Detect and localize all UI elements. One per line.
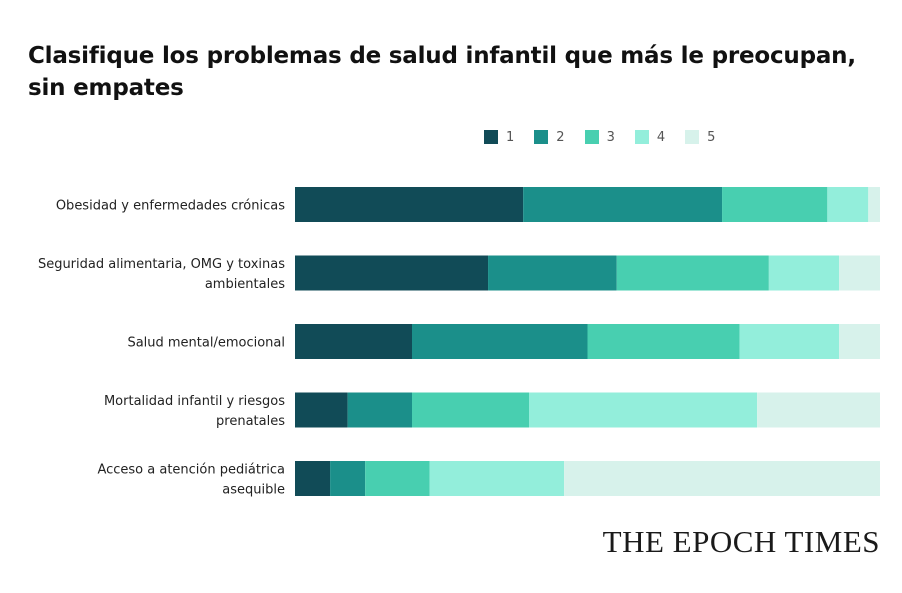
- bar-segment-3-rank-5: [839, 324, 880, 359]
- chart-title: Clasifique los problemas de salud infant…: [28, 43, 856, 101]
- bar-segment-1-rank-5: [868, 187, 880, 222]
- legend-item-5: 5: [685, 130, 715, 145]
- bar-segment-4-rank-5: [757, 392, 880, 428]
- bar-segment-5-rank-1: [295, 461, 331, 496]
- bar-segment-2-rank-1: [295, 255, 489, 291]
- bar-segment-3-rank-4: [739, 324, 840, 359]
- bar-segment-1-rank-4: [827, 187, 869, 222]
- legend-swatch-5: [685, 130, 700, 144]
- legend-swatch-1: [484, 130, 498, 144]
- bar-segment-5-rank-2: [330, 461, 366, 496]
- bar-segment-4-rank-3: [412, 392, 529, 428]
- bar-segment-2-rank-3: [616, 255, 769, 291]
- category-label: Salud mental/emocional: [127, 336, 285, 351]
- bar-segment-3-rank-2: [412, 324, 588, 359]
- category-label: Mortalidad infantil y riesgos prenatales: [104, 394, 285, 429]
- bar-segment-4-rank-4: [529, 392, 758, 428]
- bar-segment-4-rank-2: [347, 392, 412, 428]
- brand-logo: THE EPOCH TIMES: [602, 524, 880, 559]
- legend-item-2: 2: [534, 129, 565, 145]
- bar-segment-5-rank-3: [365, 461, 430, 496]
- legend-label-4: 4: [656, 129, 666, 145]
- bar-segment-5-rank-4: [429, 461, 565, 496]
- legend-label-3: 3: [606, 129, 615, 145]
- legend-label-2: 2: [556, 129, 565, 145]
- bar-segment-2-rank-5: [839, 255, 880, 291]
- legend-label-1: 1: [506, 129, 515, 145]
- bar-segment-2-rank-4: [768, 255, 840, 291]
- category-label: Seguridad alimentaria, OMG y toxinas ambi…: [38, 257, 285, 292]
- bar-segment-3-rank-1: [295, 324, 412, 359]
- legend-label-5: 5: [707, 129, 716, 145]
- legend-item-4: 4: [634, 129, 666, 145]
- bar-segment-1-rank-1: [295, 187, 524, 222]
- legend-swatch-2: [534, 130, 549, 144]
- bar-segment-5-rank-5: [564, 461, 880, 496]
- category-label: Acceso a atención pediátrica asequible: [97, 463, 285, 498]
- bar-segment-2-rank-2: [488, 255, 617, 291]
- category-label: Obesidad y enfermedades crónicas: [56, 199, 285, 214]
- bar-segment-4-rank-1: [295, 392, 348, 428]
- chart-legend: 1 2 3 4 5: [484, 128, 735, 146]
- legend-item-1: 1: [484, 130, 514, 145]
- legend-swatch-4: [634, 130, 649, 144]
- bar-segment-1-rank-2: [523, 187, 723, 222]
- bar-segment-1-rank-3: [722, 187, 828, 222]
- legend-swatch-3: [584, 130, 599, 144]
- bar-segment-3-rank-3: [587, 324, 740, 359]
- legend-item-3: 3: [584, 129, 615, 145]
